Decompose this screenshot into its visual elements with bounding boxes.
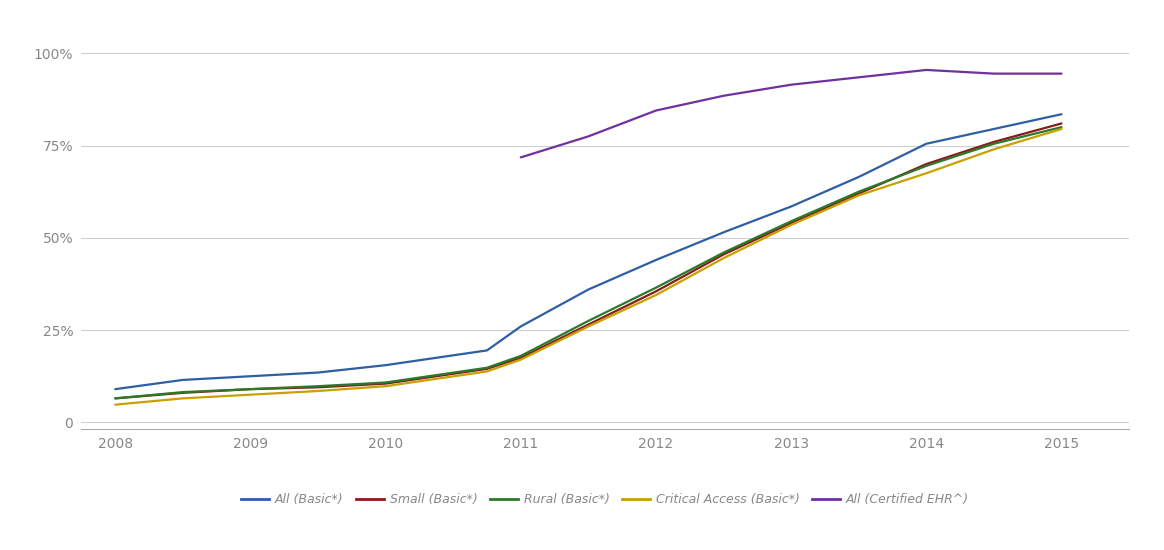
Legend: All (Basic*), Small (Basic*), Rural (Basic*), Critical Access (Basic*), All (Cer: All (Basic*), Small (Basic*), Rural (Bas…: [236, 488, 974, 511]
